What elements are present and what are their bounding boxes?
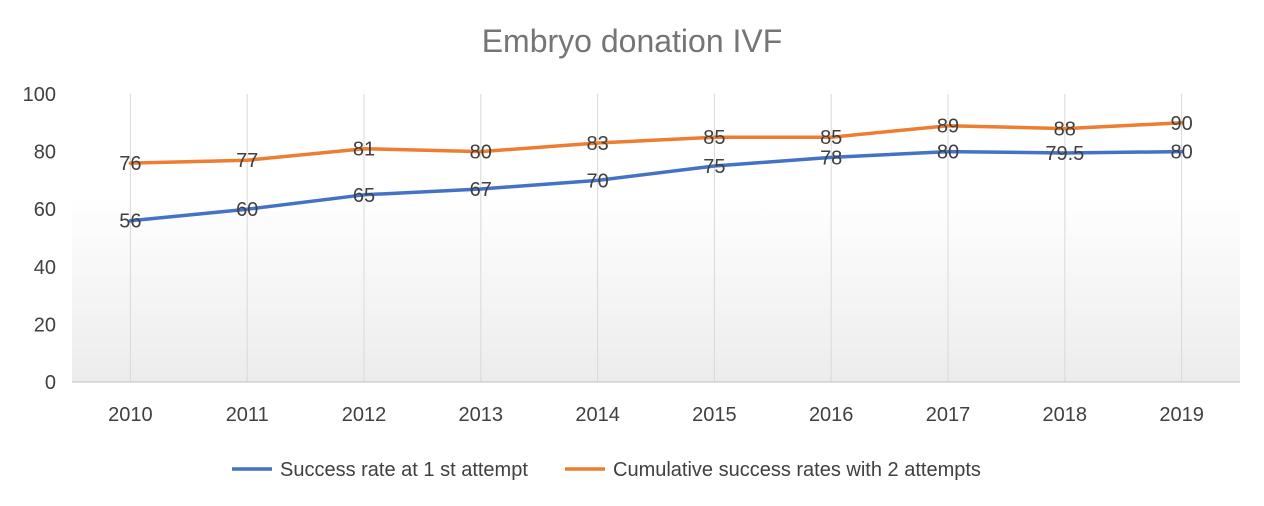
data-label: 80	[1170, 142, 1192, 164]
data-label: 81	[353, 139, 375, 161]
data-labels: 56 60 65 67 70 75 78 80 79.5 80 76 77 81 80 83 85 85 89 88…	[119, 113, 1192, 233]
data-label: 83	[586, 133, 608, 155]
legend: Success rate at 1 st attempt Cumulative s…	[232, 459, 981, 481]
y-axis: 0 20 40 60 80 100	[23, 84, 56, 394]
data-label: 85	[703, 127, 725, 149]
x-tick-label: 2011	[226, 404, 269, 426]
series-line-2	[128, 121, 1184, 165]
plot-area	[72, 94, 1240, 382]
x-tick-label: 2018	[1043, 404, 1088, 426]
data-label: 85	[820, 127, 842, 149]
data-label: 89	[937, 116, 959, 138]
data-label: 78	[820, 147, 842, 169]
data-label: 80	[937, 142, 959, 164]
legend-label-1: Success rate at 1 st attempt	[280, 459, 528, 481]
x-tick-label: 2016	[809, 404, 854, 426]
series-lines	[128, 121, 1184, 223]
y-tick-label: 100	[23, 84, 56, 106]
x-tick-label: 2019	[1159, 404, 1204, 426]
x-tick-label: 2010	[108, 404, 153, 426]
x-axis: 2010 2011 2012 2013 2014 2015 2016 2017 2018 2019	[72, 381, 1240, 426]
data-label: 77	[236, 150, 258, 172]
x-tick-label: 2013	[459, 404, 504, 426]
x-tick-label: 2012	[342, 404, 387, 426]
data-label: 56	[119, 211, 141, 233]
x-tick-label: 2017	[926, 404, 971, 426]
y-tick-label: 60	[34, 199, 56, 221]
y-tick-label: 0	[45, 372, 56, 394]
data-label: 88	[1054, 119, 1076, 141]
chart-title: Embryo donation IVF	[482, 23, 783, 59]
y-tick-label: 80	[34, 142, 56, 164]
data-label: 60	[236, 199, 258, 221]
legend-label-2: Cumulative success rates with 2 attempts	[613, 459, 981, 481]
data-label: 70	[586, 170, 608, 192]
data-label: 75	[703, 156, 725, 178]
data-label: 79.5	[1045, 143, 1084, 165]
series-line-1	[128, 149, 1184, 223]
gridlines	[129, 94, 1183, 382]
data-label: 76	[119, 153, 141, 175]
data-label: 90	[1170, 113, 1192, 135]
data-label: 80	[470, 142, 492, 164]
data-label: 65	[353, 185, 375, 207]
x-tick-label: 2015	[692, 404, 737, 426]
y-tick-label: 20	[34, 314, 56, 336]
y-tick-label: 40	[34, 257, 56, 279]
data-label: 67	[470, 179, 492, 201]
x-tick-label: 2014	[575, 404, 620, 426]
